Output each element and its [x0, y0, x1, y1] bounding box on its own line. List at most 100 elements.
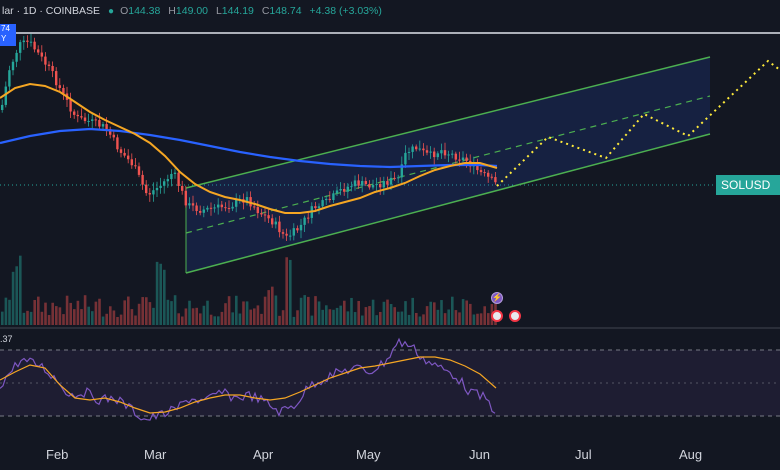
- candle-body: [361, 181, 364, 186]
- volume-bar: [350, 297, 353, 325]
- candle-body: [476, 163, 479, 171]
- candle-body: [368, 184, 371, 188]
- candle-body: [325, 198, 328, 201]
- volume-bar: [328, 309, 332, 325]
- us-flag-event-icon[interactable]: [491, 310, 503, 322]
- symbol-legend[interactable]: lar · 1D · COINBASE ● O144.38 H149.00 L1…: [0, 4, 387, 18]
- volume-bar: [148, 302, 152, 325]
- candle-body: [166, 179, 169, 182]
- candle-body: [33, 41, 36, 50]
- candle-body: [152, 190, 155, 195]
- symbol-title[interactable]: lar · 1D · COINBASE: [2, 5, 101, 17]
- candle-body: [130, 159, 133, 166]
- candle-body: [299, 224, 303, 231]
- us-flag-event-icon[interactable]: [509, 310, 521, 322]
- volume-bar: [411, 297, 414, 325]
- volume-bar: [476, 313, 479, 325]
- volume-bar: [15, 266, 18, 325]
- candle-body: [393, 177, 396, 179]
- volume-bar: [242, 301, 245, 325]
- volume-bar: [386, 299, 389, 325]
- candle-body: [422, 148, 425, 151]
- low-label: L: [215, 5, 222, 17]
- volume-bar: [379, 311, 382, 325]
- candle-body: [15, 52, 18, 62]
- candle-body: [55, 71, 58, 86]
- volume-bar: [469, 303, 472, 325]
- candle-body: [440, 150, 443, 154]
- volume-bar: [274, 295, 278, 325]
- volume-bar: [263, 296, 267, 325]
- candle-body: [317, 206, 321, 209]
- volume-bar: [371, 299, 375, 325]
- volume-bar: [206, 300, 209, 325]
- candle-body: [44, 56, 47, 65]
- volume-bar: [296, 310, 299, 325]
- volume-bar: [94, 301, 98, 325]
- candle-body: [479, 170, 483, 173]
- channel-lower-line[interactable]: [185, 133, 711, 274]
- volume-bar: [134, 315, 137, 325]
- volume-bar: [83, 295, 87, 325]
- volume-bar: [368, 306, 371, 325]
- candle-body: [123, 152, 126, 156]
- volume-bar: [8, 299, 11, 325]
- rsi-ma-line: [0, 356, 497, 414]
- volume-bar: [58, 307, 62, 325]
- candle-body: [350, 186, 353, 188]
- volume-bar: [213, 316, 216, 325]
- candle-body: [37, 49, 40, 53]
- x-axis-label-aug: Aug: [679, 447, 703, 462]
- candle-body: [487, 172, 490, 177]
- candle-body: [314, 206, 317, 209]
- candle-body: [357, 180, 360, 186]
- candle-body: [199, 210, 202, 213]
- candle-body: [112, 134, 115, 138]
- volume-bar: [271, 286, 274, 325]
- channel-upper-line[interactable]: [185, 56, 711, 189]
- candle-body: [292, 228, 295, 236]
- candle-body: [220, 204, 223, 208]
- volume-bar: [314, 296, 317, 325]
- candle-body: [127, 155, 130, 160]
- open-label: O: [120, 5, 129, 17]
- candle-body: [109, 128, 112, 135]
- candle-body: [418, 148, 421, 150]
- price-axis-symbol-badge[interactable]: SOLUSD: [716, 175, 780, 195]
- volume-bar: [166, 299, 170, 325]
- candle-body: [458, 159, 461, 161]
- volume-bar: [224, 303, 227, 325]
- candle-body: [83, 117, 87, 122]
- volume-bar: [195, 307, 198, 325]
- volume-bar: [256, 305, 260, 325]
- volume-bar: [238, 313, 242, 325]
- volume-bar: [235, 295, 238, 325]
- candle-body: [375, 183, 378, 186]
- volume-bar: [227, 296, 231, 325]
- candle-body: [8, 70, 11, 87]
- candle-body: [343, 189, 346, 192]
- candle-body: [379, 183, 382, 188]
- candle-body: [263, 214, 267, 216]
- projection-path[interactable]: [496, 59, 780, 187]
- open-value: 144.38: [128, 5, 161, 17]
- volume-bar: [101, 316, 105, 325]
- volume-bar: [418, 316, 422, 325]
- candle-body: [4, 86, 7, 105]
- fast-moving-average-line: [0, 82, 498, 214]
- volume-bar: [62, 314, 65, 325]
- lightning-event-icon[interactable]: ⚡: [491, 292, 503, 304]
- candle-body: [353, 180, 357, 187]
- volume-bar: [4, 297, 8, 325]
- volume-bar: [123, 300, 126, 325]
- volume-bar: [267, 290, 270, 325]
- volume-bar: [33, 299, 36, 325]
- volume-bar: [443, 313, 447, 325]
- volume-bar: [87, 306, 90, 325]
- candle-body: [159, 185, 162, 188]
- close-value: 148.74: [269, 5, 302, 17]
- candle-body: [209, 207, 213, 209]
- candle-body: [415, 146, 418, 150]
- volume-bar: [285, 257, 288, 325]
